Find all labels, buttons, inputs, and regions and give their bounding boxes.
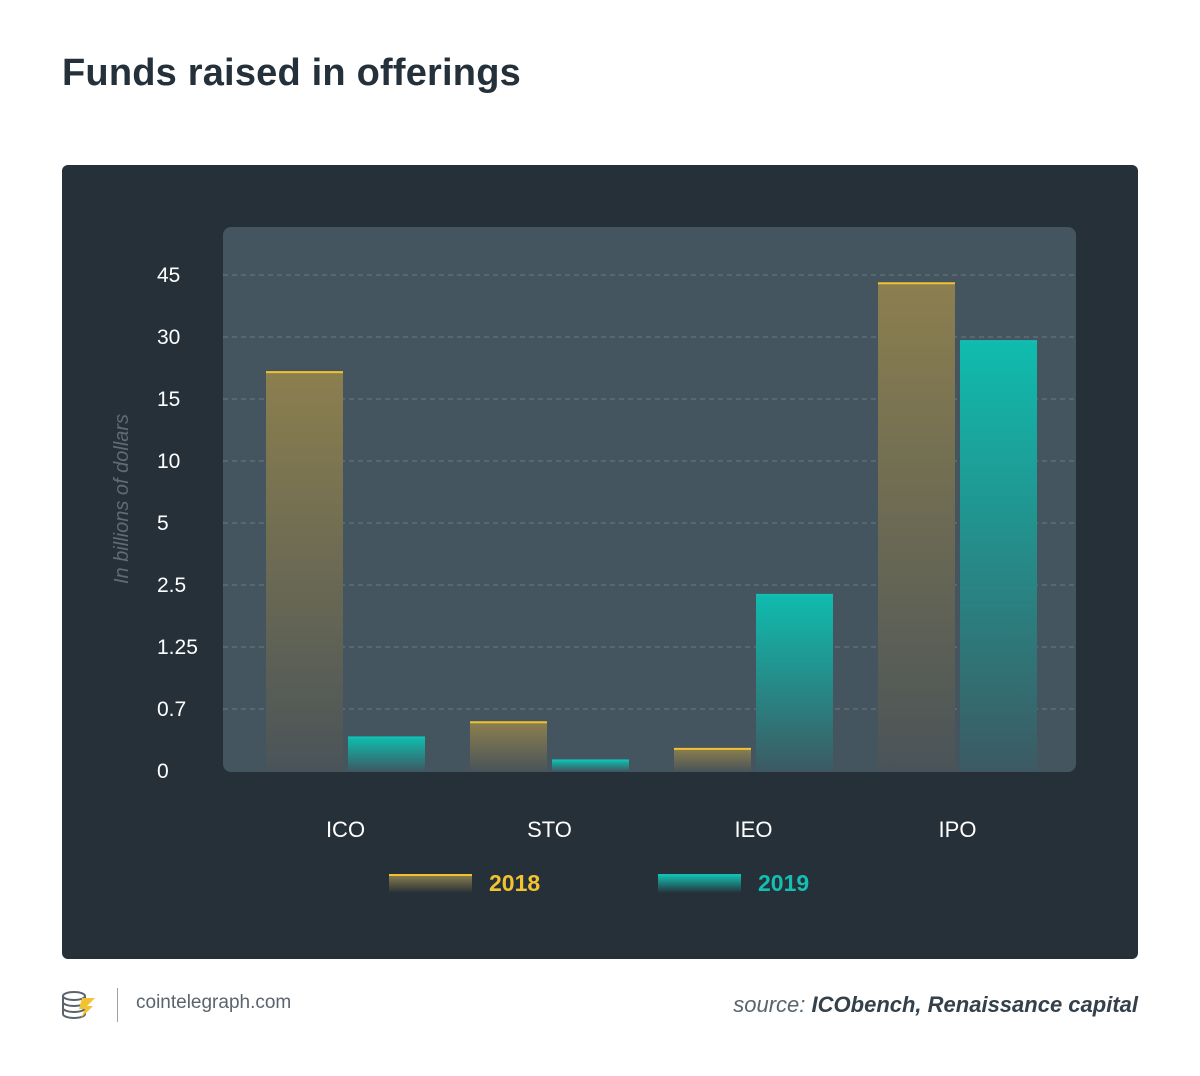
x-axis-ticks: ICO STO IEO IPO (326, 817, 977, 842)
x-tick-label: IPO (939, 817, 977, 842)
x-tick-label: STO (527, 817, 572, 842)
x-tick-label: ICO (326, 817, 365, 842)
y-tick-label: 2.5 (157, 574, 186, 597)
bar-2018-ico (266, 372, 343, 771)
bar-2018-sto (470, 722, 547, 771)
y-tick-label: 15 (157, 388, 180, 411)
bar-2019-sto (552, 760, 629, 771)
legend-label-2019: 2019 (758, 870, 809, 896)
bar-2019-ico (348, 737, 425, 771)
chart-title: Funds raised in offerings (62, 52, 521, 94)
bar-2019-ieo (756, 594, 833, 771)
legend-swatch-2018 (389, 875, 472, 893)
y-axis-label: In billions of dollars (111, 414, 133, 584)
y-tick-label: 5 (157, 512, 169, 535)
plot-area (223, 227, 1076, 772)
y-tick-label: 45 (157, 264, 180, 287)
footer-source: source: ICObench, Renaissance capital (733, 992, 1138, 1018)
bars (266, 282, 1037, 771)
y-tick-label: 30 (157, 326, 180, 349)
y-tick-label: 10 (157, 450, 180, 473)
footer-site-link[interactable]: cointelegraph.com (136, 992, 292, 1013)
y-tick-label: 1.25 (157, 636, 198, 659)
legend: 2018 2019 (389, 870, 809, 896)
y-tick-label: 0.7 (157, 698, 186, 721)
x-tick-label: IEO (735, 817, 773, 842)
legend-swatch-2019 (658, 875, 741, 893)
chart-panel: 0 0.7 1.25 2.5 5 10 15 30 45 In billions of doll… (62, 165, 1138, 959)
legend-label-2018: 2018 (489, 870, 540, 896)
bar-2019-ipo (960, 341, 1037, 771)
cointelegraph-logo-icon (60, 988, 98, 1027)
bar-2018-ipo (878, 283, 955, 771)
y-tick-label: 0 (157, 760, 169, 783)
gridlines (223, 274, 1076, 710)
bar-chart: 0 0.7 1.25 2.5 5 10 15 30 45 In billions of doll… (111, 227, 1076, 896)
source-prefix: source: (733, 992, 806, 1017)
source-names: ICObench, Renaissance capital (811, 992, 1138, 1017)
y-axis-ticks: 0 0.7 1.25 2.5 5 10 15 30 45 (157, 264, 198, 783)
footer-divider (117, 988, 118, 1022)
bar-2018-ieo (674, 748, 751, 771)
